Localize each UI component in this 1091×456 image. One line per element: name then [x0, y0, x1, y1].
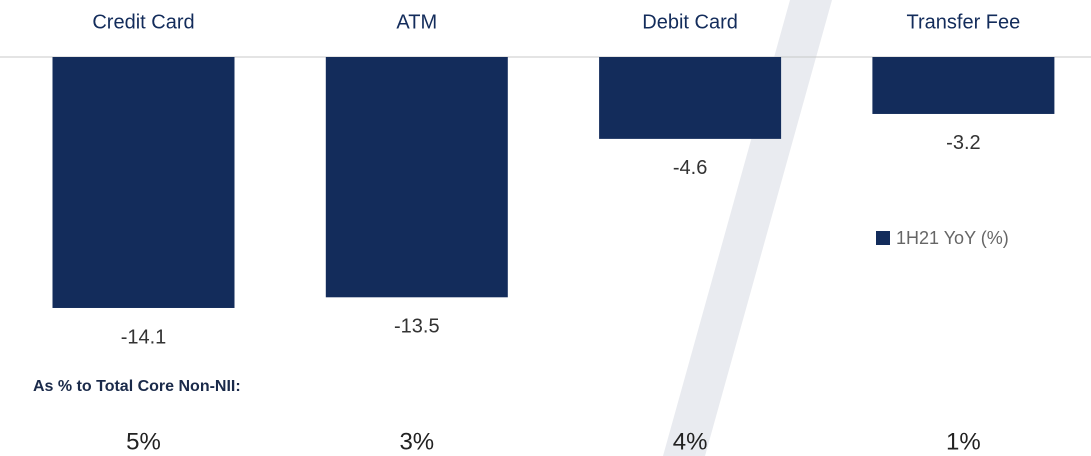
bar: [325, 57, 508, 298]
data-label: -4.6: [673, 157, 707, 179]
share-label: 5%: [126, 428, 161, 455]
legend-swatch: [876, 231, 890, 245]
share-label: 4%: [673, 428, 708, 455]
background-slash: [663, 0, 832, 456]
legend-label: 1H21 YoY (%): [896, 228, 1009, 248]
category-label: ATM: [396, 11, 437, 33]
data-label: -14.1: [121, 326, 167, 348]
category-label: Debit Card: [642, 11, 738, 33]
share-label: 1%: [946, 428, 981, 455]
category-label: Transfer Fee: [907, 11, 1021, 33]
category-label: Credit Card: [92, 11, 194, 33]
bar: [52, 57, 235, 308]
data-label: -13.5: [394, 316, 440, 338]
bar: [872, 57, 1055, 114]
shares-label: As % to Total Core Non-NII:: [33, 378, 241, 395]
bar: [599, 57, 782, 139]
data-label: -3.2: [946, 132, 980, 154]
share-label: 3%: [399, 428, 434, 455]
